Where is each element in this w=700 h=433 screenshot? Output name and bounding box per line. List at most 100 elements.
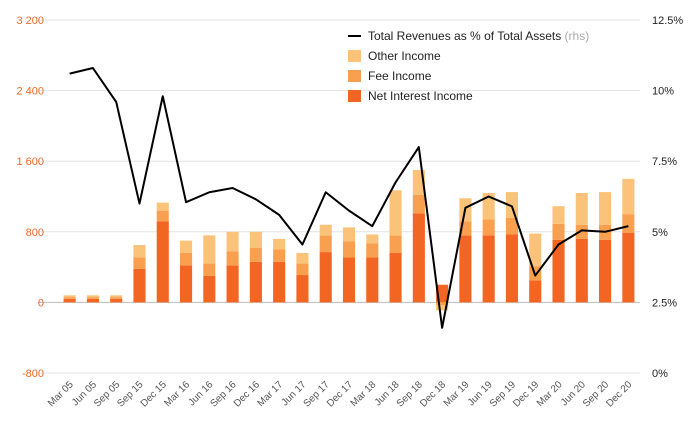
y-right-tick-label: 2.5% bbox=[652, 297, 677, 309]
bar-segment bbox=[505, 192, 519, 218]
bar-segment bbox=[575, 192, 588, 225]
x-tick-label: Mar 19 bbox=[442, 379, 472, 409]
bar-segment bbox=[179, 265, 193, 303]
legend-swatch bbox=[348, 90, 361, 102]
bar-segment bbox=[110, 298, 123, 303]
bar-segment bbox=[249, 247, 262, 262]
bar-segment bbox=[342, 227, 356, 242]
bar-segment bbox=[203, 235, 216, 264]
bar-segment bbox=[482, 235, 495, 303]
bar-segment bbox=[622, 232, 635, 303]
y-left-tick-label: 1 600 bbox=[16, 156, 44, 168]
bar-segment bbox=[482, 192, 495, 220]
legend-label: Net Interest Income bbox=[368, 89, 473, 103]
bar-segment bbox=[389, 190, 402, 236]
y-right-tick-label: 0% bbox=[652, 368, 668, 380]
x-tick-label: Mar 20 bbox=[535, 379, 565, 409]
bar-segment bbox=[63, 297, 76, 299]
bar-segment bbox=[552, 206, 565, 224]
bar-segment bbox=[342, 257, 356, 303]
bar-segment bbox=[389, 235, 402, 253]
bar-segment bbox=[366, 243, 379, 258]
bar-segment bbox=[599, 239, 612, 303]
x-tick-label: Mar 17 bbox=[255, 379, 285, 409]
bar-segment bbox=[529, 233, 542, 267]
bar-segment bbox=[622, 178, 635, 215]
bar-segment bbox=[552, 239, 565, 303]
y-right-tick-label: 5% bbox=[652, 227, 668, 239]
legend-swatch bbox=[348, 70, 361, 82]
right-axis: 0% 2.5% 5% 7.5% 10% 12.5% bbox=[652, 15, 683, 380]
x-tick-label: Mar 18 bbox=[349, 379, 379, 409]
legend-label: Fee Income bbox=[368, 69, 432, 83]
bar-segment bbox=[133, 245, 146, 258]
bar-segment bbox=[482, 219, 495, 236]
bar-segment bbox=[319, 252, 332, 303]
legend-swatch bbox=[348, 50, 361, 62]
y-left-tick-label: 0 bbox=[38, 297, 44, 309]
legend-suffix: (rhs) bbox=[561, 29, 589, 43]
bar-segment bbox=[436, 302, 449, 306]
revenue-ratio-line-layer bbox=[69, 67, 629, 329]
bar-segment bbox=[296, 275, 309, 303]
bar-segment bbox=[156, 202, 169, 211]
left-axis: -800 0 800 1 600 2 400 3 200 bbox=[16, 15, 44, 380]
bar-segment bbox=[459, 235, 472, 303]
bar-segment bbox=[249, 261, 262, 303]
bar-stacks bbox=[63, 170, 635, 311]
bar-segment bbox=[552, 223, 565, 240]
bar-segment bbox=[86, 297, 99, 299]
bar-segment bbox=[529, 280, 542, 303]
bar-segment bbox=[133, 268, 146, 303]
bar-segment bbox=[226, 231, 239, 252]
y-right-tick-label: 7.5% bbox=[652, 156, 677, 168]
bar-segment bbox=[273, 238, 286, 250]
bar-segment bbox=[436, 305, 449, 311]
bar-segment bbox=[226, 251, 239, 266]
bar-segment bbox=[412, 213, 425, 303]
bar-segment bbox=[203, 263, 216, 276]
bar-segment bbox=[505, 217, 519, 235]
bar-segment bbox=[599, 192, 612, 225]
bar-segment bbox=[342, 241, 356, 258]
y-left-tick-label: 800 bbox=[26, 227, 44, 239]
bar-segment bbox=[86, 298, 99, 303]
legend-label: Other Income bbox=[368, 49, 441, 63]
bar-segment bbox=[366, 257, 379, 303]
bar-segment bbox=[86, 295, 99, 298]
bar-segment bbox=[226, 265, 239, 303]
bar-segment bbox=[273, 249, 286, 262]
bar-segment bbox=[63, 298, 76, 303]
y-left-tick-label: 2 400 bbox=[16, 86, 44, 98]
y-right-tick-label: 10% bbox=[652, 86, 674, 98]
bar-segment bbox=[319, 235, 332, 253]
bar-segment bbox=[319, 224, 332, 236]
bar-segment bbox=[156, 221, 169, 303]
bar-segment bbox=[505, 234, 519, 303]
bar-segment bbox=[110, 295, 123, 298]
bar-segment bbox=[179, 240, 193, 253]
y-left-tick-label: 3 200 bbox=[16, 15, 44, 27]
bar-segment bbox=[249, 231, 262, 248]
x-tick-label: Mar 16 bbox=[162, 379, 192, 409]
bar-segment bbox=[203, 275, 216, 303]
y-left-tick-label: -800 bbox=[22, 368, 44, 380]
bar-segment bbox=[63, 295, 76, 298]
x-tick-label: Mar 05 bbox=[46, 379, 76, 409]
legend-label: Total Revenues as % of Total Assets (rhs… bbox=[368, 29, 589, 43]
bar-segment bbox=[110, 297, 123, 299]
bar-segment bbox=[575, 224, 588, 239]
bar-segment bbox=[296, 263, 309, 276]
bar-segment bbox=[366, 234, 379, 244]
bar-segment bbox=[179, 252, 193, 266]
bar-segment bbox=[156, 210, 169, 222]
x-tick-label: Dec 20 bbox=[604, 379, 634, 409]
y-right-tick-label: 12.5% bbox=[652, 15, 683, 27]
bar-segment bbox=[622, 214, 635, 233]
bar-segment bbox=[133, 257, 146, 269]
bar-segment bbox=[389, 252, 402, 303]
bar-segment bbox=[575, 238, 588, 303]
